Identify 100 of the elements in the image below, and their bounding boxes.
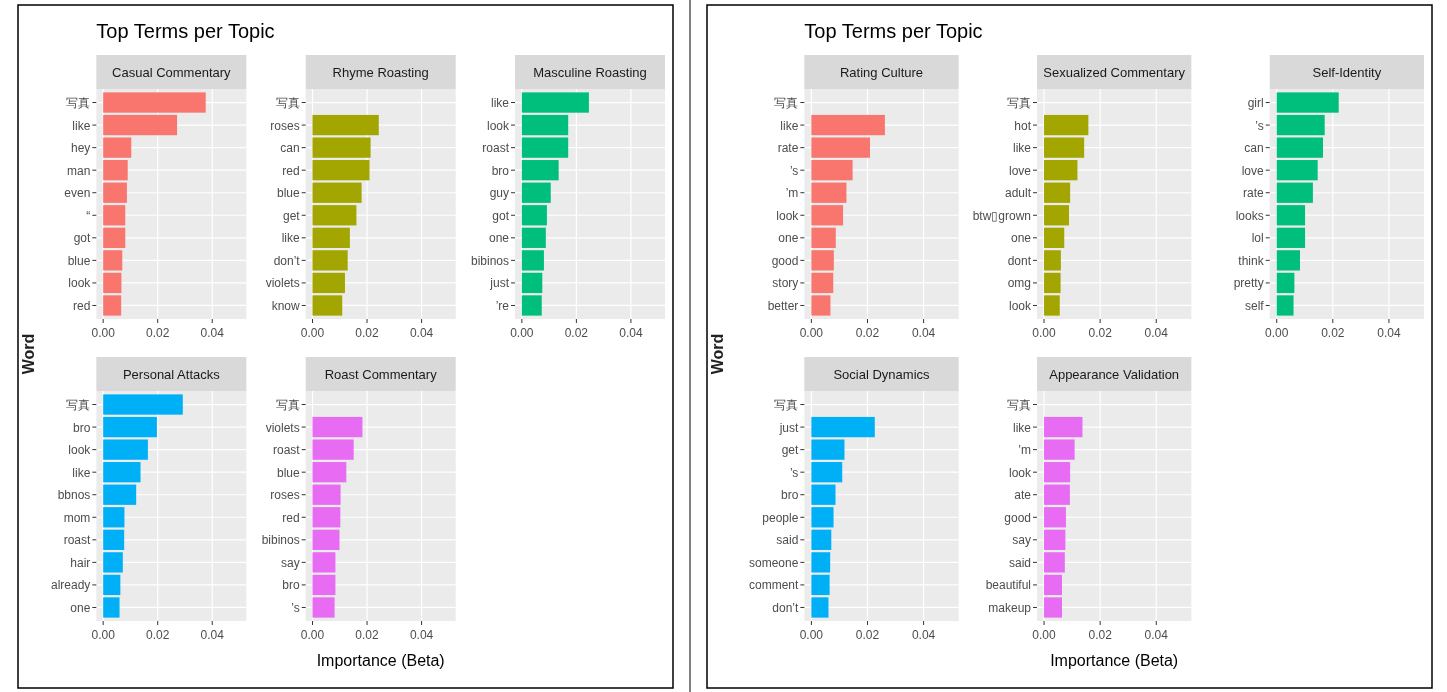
bar	[1044, 507, 1066, 528]
bar	[103, 507, 125, 528]
chart-title: Masculine Roasting	[533, 65, 647, 80]
bar	[1044, 574, 1062, 596]
bar	[1044, 416, 1083, 438]
y-tick-label: roses	[270, 118, 300, 133]
bar	[1276, 137, 1323, 158]
bar	[312, 574, 336, 596]
y-tick-label: red	[73, 298, 91, 313]
y-tick-label: ’s	[789, 163, 799, 178]
bar	[1276, 114, 1325, 136]
text: Top Terms per Topic	[804, 20, 983, 42]
y-tick-label: blue	[277, 465, 301, 480]
bar	[312, 137, 371, 158]
bar	[312, 182, 362, 203]
bar	[1044, 439, 1075, 460]
chart-title: Rhyme Roasting	[332, 65, 429, 80]
y-tick-label: “	[86, 208, 91, 223]
y-tick-label: bibinos	[261, 533, 300, 548]
x-tick-label: 0.04	[911, 628, 936, 642]
bar	[312, 160, 370, 181]
y-tick-label: rate	[1243, 186, 1265, 201]
bar	[521, 92, 589, 113]
y-tick-label: ’s	[789, 465, 799, 480]
y-tick-label: like	[1013, 141, 1032, 156]
y-tick-label: mom	[63, 510, 91, 525]
bar	[103, 137, 132, 158]
y-axis-title: Word	[20, 333, 37, 375]
x-tick-label: 0.02	[146, 628, 170, 642]
chart-title: Sexualized Commentary	[1043, 65, 1186, 80]
y-tick-label: people	[762, 510, 799, 525]
y-tick-label: bro	[491, 163, 510, 178]
y-tick-label: pretty	[1233, 276, 1264, 291]
bar	[811, 137, 871, 158]
bar	[103, 205, 126, 226]
bar	[521, 205, 547, 226]
y-tick-label: don’t	[273, 253, 301, 268]
bar	[521, 137, 569, 158]
bar	[1276, 205, 1306, 226]
bar	[811, 182, 847, 203]
y-tick-label: get	[781, 443, 800, 458]
x-tick-label: 0.04	[200, 628, 225, 642]
bar	[103, 552, 123, 573]
bar	[103, 227, 126, 248]
bar	[1276, 272, 1295, 294]
x-tick-label: 0.04	[1144, 628, 1169, 642]
y-tick-label: already	[51, 578, 91, 593]
bar	[521, 272, 543, 294]
y-tick-label: bro	[781, 488, 799, 503]
y-tick-label: better	[767, 298, 799, 313]
y-tick-label: girl	[1247, 96, 1264, 111]
y-tick-label: bbnos	[57, 488, 91, 503]
y-tick-label: look	[487, 118, 511, 133]
bar	[521, 114, 569, 136]
bar	[1276, 182, 1313, 203]
y-tick-label: look	[68, 443, 92, 458]
y-tick-label: ’s	[291, 600, 300, 615]
x-tick-label: 0.00	[799, 628, 824, 642]
y-tick-label: ’m	[1018, 443, 1032, 458]
x-tick-label: 0.00	[91, 628, 116, 642]
y-tick-label: like	[780, 118, 799, 133]
y-tick-label: look	[1009, 298, 1033, 313]
x-tick-label: 0.02	[146, 326, 170, 340]
bar	[1044, 227, 1065, 248]
bar	[103, 529, 125, 550]
y-tick-label: red	[282, 163, 300, 178]
x-tick-label: 0.00	[510, 326, 534, 340]
y-tick-label: like	[491, 96, 510, 111]
x-tick-label: 0.02	[355, 628, 380, 642]
bar	[103, 250, 123, 271]
y-tick-label: violets	[265, 420, 300, 435]
x-tick-label: 0.00	[91, 326, 116, 340]
x-tick-label: 0.00	[1032, 628, 1057, 642]
y-tick-label: bro	[73, 420, 91, 435]
y-tick-label: btw▯grown	[972, 208, 1032, 223]
bar	[1276, 250, 1300, 271]
bar	[521, 227, 546, 248]
y-tick-label: 写真	[275, 96, 300, 111]
y-tick-label: think	[1238, 253, 1265, 268]
y-tick-label: blue	[277, 186, 301, 201]
y-tick-label: 写真	[774, 96, 799, 111]
y-tick-label: omg	[1007, 276, 1032, 291]
bar	[1276, 92, 1339, 113]
x-tick-label: 0.00	[1265, 326, 1289, 340]
x-tick-label: 0.04	[409, 628, 434, 642]
y-tick-label: look	[1009, 465, 1033, 480]
y-tick-label: like	[72, 465, 91, 480]
bar	[1044, 205, 1070, 226]
y-tick-label: adult	[1004, 186, 1032, 201]
y-tick-label: comment	[749, 578, 800, 593]
y-tick-label: one	[488, 231, 510, 246]
y-tick-label: rate	[777, 141, 799, 156]
bar	[312, 416, 363, 438]
y-tick-label: say	[1012, 533, 1032, 548]
y-tick-label: say	[281, 555, 300, 570]
bar	[811, 462, 843, 483]
x-tick-label: 0.02	[564, 326, 589, 340]
x-tick-label: 0.04	[1377, 326, 1401, 340]
bar	[103, 182, 127, 203]
bar	[103, 114, 178, 136]
